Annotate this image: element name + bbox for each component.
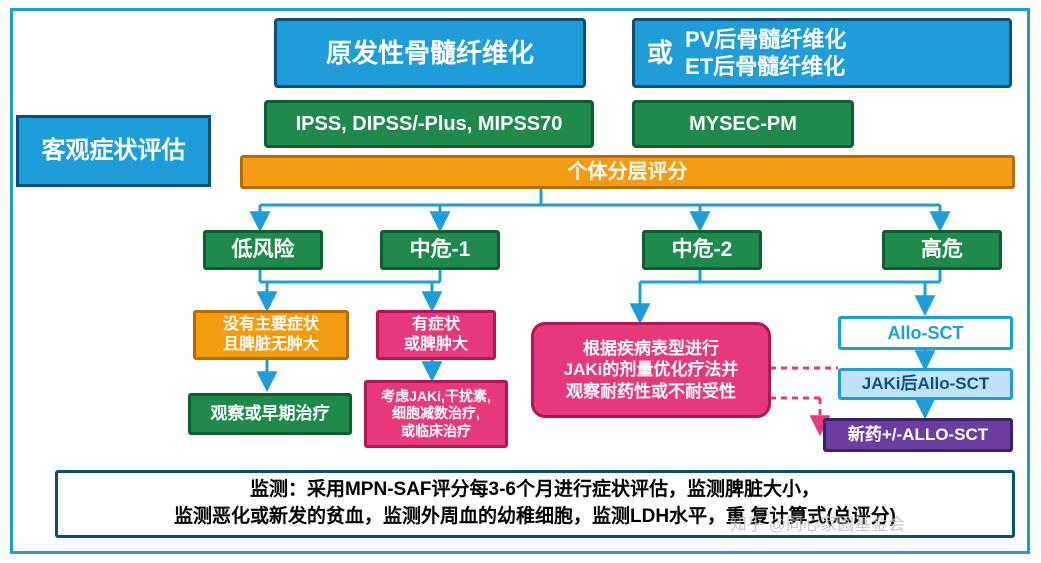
risk-low: 低风险 <box>203 230 323 270</box>
ipss-box: IPSS, DIPSS/-Plus, MIPSS70 <box>264 100 594 148</box>
stratify-box: 个体分层评分 <box>240 155 1015 189</box>
jaki-allo-box: JAKi后Allo-SCT <box>838 368 1013 400</box>
risk-high: 高危 <box>882 230 1002 270</box>
mysec-box: MYSEC-PM <box>632 100 854 148</box>
pv-line: PV后骨髓纤维化 <box>685 26 846 54</box>
watermark: 知乎 @同心家园基金会 <box>730 510 905 535</box>
risk-int1: 中危-1 <box>380 230 500 270</box>
assessment-title: 客观症状评估 <box>16 115 211 187</box>
et-line: ET后骨髓纤维化 <box>685 53 846 81</box>
pv-et-lines: PV后骨髓纤维化 ET后骨髓纤维化 <box>685 26 846 81</box>
low-nosymp-box: 没有主要症状 且脾脏无肿大 <box>193 310 349 360</box>
newdrug-allo-box: 新药+/-ALLO-SCT <box>823 418 1013 452</box>
low-observe-box: 观察或早期治疗 <box>188 393 352 435</box>
risk-int2: 中危-2 <box>642 230 762 270</box>
monitor-line1: 监测：采用MPN-SAF评分每3-6个月进行症状评估，监测脾脏大小， <box>250 477 820 504</box>
header-primary-mf: 原发性骨髓纤维化 <box>274 18 586 88</box>
or-label: 或 <box>647 37 673 70</box>
jaki-optimize-box: 根据疾病表型进行 JAKi的剂量优化疗法并 观察耐药性或不耐受性 <box>531 322 771 418</box>
allo-sct-box: Allo-SCT <box>838 316 1013 350</box>
low-symp-box: 有症状 或脾肿大 <box>376 310 496 360</box>
low-jaki-box: 考虑JAKi,干扰素, 细胞减数治疗, 或临床治疗 <box>364 380 508 448</box>
header-secondary-mf: 或 PV后骨髓纤维化 ET后骨髓纤维化 <box>632 18 1012 88</box>
